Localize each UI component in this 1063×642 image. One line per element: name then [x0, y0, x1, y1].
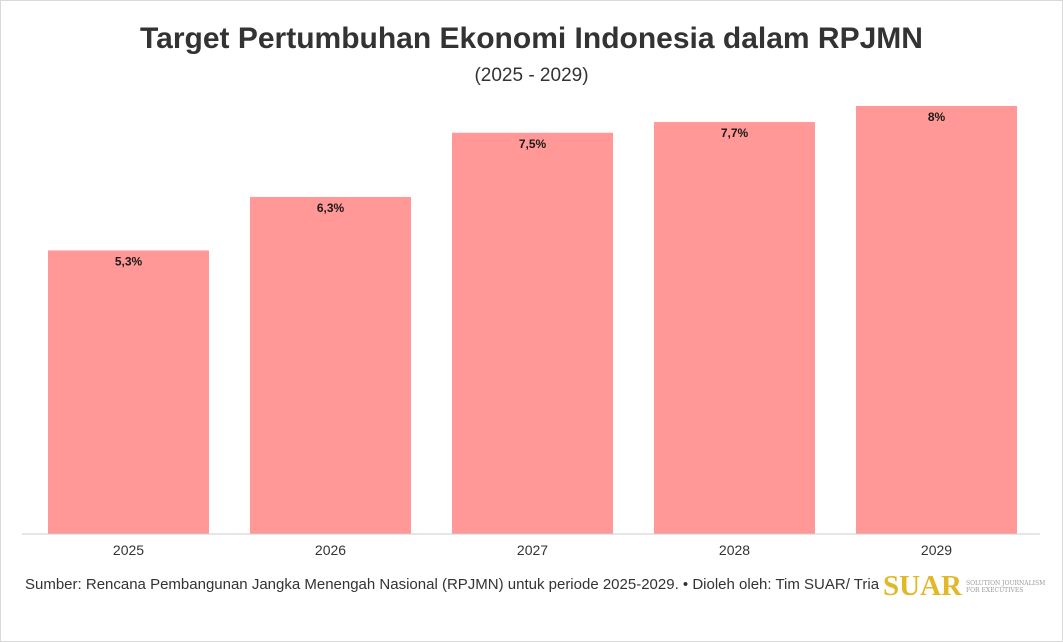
- data-label-2029: 8%: [928, 110, 946, 124]
- chart-title: Target Pertumbuhan Ekonomi Indonesia dal…: [140, 22, 923, 55]
- chart-subtitle: (2025 - 2029): [474, 65, 589, 86]
- x-tick-label-2026: 2026: [315, 542, 346, 558]
- logo-mark: SUAR: [883, 570, 962, 602]
- data-label-2028: 7,7%: [721, 126, 749, 140]
- bar-2026: [250, 196, 411, 534]
- data-label-2025: 5,3%: [115, 254, 143, 268]
- bar-chart: 5,3% 6,3% 7,5% 7,7% 8% 2025 2026 2027 2028 2029: [22, 106, 1040, 558]
- logo-tagline: SOLUTION JOURNALISM FOR EXECUTIVES: [965, 579, 1046, 594]
- x-axis-ticks: 2025 2026 2027 2028 2029: [113, 542, 952, 558]
- bars-group: 5,3% 6,3% 7,5% 7,7% 8%: [48, 106, 1017, 535]
- x-tick-label-2029: 2029: [921, 542, 952, 558]
- bar-2027: [452, 132, 613, 534]
- bar-2029: [856, 106, 1017, 534]
- x-tick-label-2027: 2027: [517, 542, 548, 558]
- bar-2028: [654, 122, 815, 535]
- data-label-2027: 7,5%: [519, 137, 547, 151]
- bar-2025: [48, 250, 209, 534]
- x-tick-label-2028: 2028: [719, 542, 750, 558]
- source-note: Sumber: Rencana Pembangunan Jangka Menen…: [25, 576, 880, 593]
- x-tick-label-2025: 2025: [113, 542, 144, 558]
- data-label-2026: 6,3%: [317, 201, 345, 215]
- suar-logo: SUAR SOLUTION JOURNALISM FOR EXECUTIVES: [883, 570, 1056, 603]
